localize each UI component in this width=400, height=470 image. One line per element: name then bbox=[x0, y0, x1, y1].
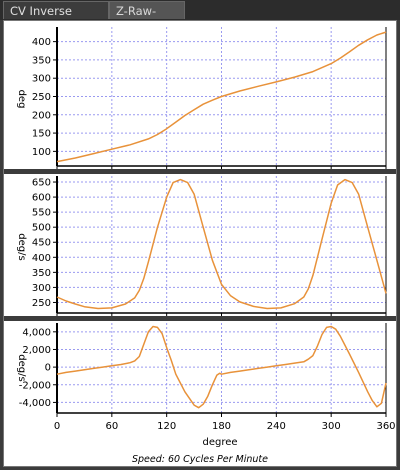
x-tick-label: 300 bbox=[322, 421, 341, 432]
y-tick-label: 2,000 bbox=[22, 345, 51, 356]
y-tick-label: 250 bbox=[32, 298, 51, 309]
series-line bbox=[56, 325, 387, 409]
x-tick-label: 240 bbox=[267, 421, 286, 432]
y-tick-label: 250 bbox=[32, 92, 51, 103]
y-tick-label: 450 bbox=[32, 238, 51, 249]
y-tick-label: 0 bbox=[45, 363, 51, 374]
y-tick-label: 550 bbox=[32, 208, 51, 219]
y-tick-label: 350 bbox=[32, 268, 51, 279]
y-tick-label: 100 bbox=[32, 147, 51, 158]
x-axis-label: degree bbox=[202, 437, 237, 448]
tab-bar: CV Inverse Crank Z-Raw-Data bbox=[0, 0, 400, 36]
y-tick-label: 400 bbox=[32, 253, 51, 264]
y-tick-label: -2,000 bbox=[19, 380, 51, 391]
tab-cv-inverse-crank[interactable]: CV Inverse Crank bbox=[3, 1, 109, 36]
y-axis-label: deg/s bbox=[16, 233, 27, 260]
y-tick-label: 350 bbox=[32, 55, 51, 66]
y-tick-label: 650 bbox=[32, 178, 51, 189]
chart-position: 100 150 200 250 300 350 400 deg bbox=[16, 27, 387, 170]
x-tick-label: 60 bbox=[105, 421, 118, 432]
y-tick-label: 300 bbox=[32, 283, 51, 294]
charts-canvas: 100 150 200 250 300 350 400 deg 250 300 350 400 450… bbox=[4, 27, 396, 465]
tab-z-raw-data[interactable]: Z-Raw-Data bbox=[109, 1, 185, 36]
y-tick-label: 4,000 bbox=[22, 327, 51, 338]
chart-acceleration: 4,000 2,000 0 -2,000 -4,000 deg/s 0 60 120 180 240… bbox=[16, 323, 396, 432]
chart-velocity: 250 300 350 400 450 500 550 600 650 deg/s bbox=[16, 176, 387, 317]
y-axis-label: deg bbox=[16, 90, 27, 109]
y-tick-label: -4,000 bbox=[19, 398, 51, 409]
x-tick-label: 0 bbox=[54, 421, 60, 432]
y-tick-label: 300 bbox=[32, 74, 51, 85]
y-tick-label: 150 bbox=[32, 129, 51, 140]
x-tick-label: 360 bbox=[376, 421, 395, 432]
series-line bbox=[56, 31, 387, 163]
x-tick-label: 120 bbox=[157, 421, 176, 432]
y-axis-label: deg/s bbox=[16, 354, 27, 381]
panel-separator bbox=[4, 169, 396, 174]
y-tick-label: 200 bbox=[32, 110, 51, 121]
y-tick-label: 600 bbox=[32, 193, 51, 204]
panel-separator bbox=[4, 316, 396, 321]
chart-frame: 100 150 200 250 300 350 400 deg 250 300 350 400 450… bbox=[3, 20, 397, 467]
speed-label: Speed: 60 Cycles Per Minute bbox=[132, 454, 268, 465]
y-tick-label: 500 bbox=[32, 223, 51, 234]
y-tick-label: 400 bbox=[32, 37, 51, 48]
series-line bbox=[56, 178, 387, 310]
x-tick-label: 180 bbox=[212, 421, 231, 432]
